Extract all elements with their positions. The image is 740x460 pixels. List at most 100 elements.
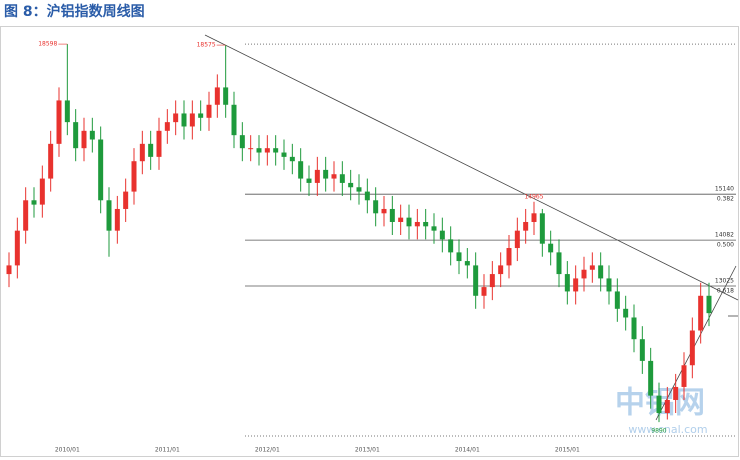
candle-body xyxy=(348,182,354,188)
candle-body xyxy=(514,230,520,249)
candle-body xyxy=(556,252,562,275)
candle-body xyxy=(139,143,145,162)
candle-body xyxy=(31,200,37,205)
candle-body xyxy=(448,239,454,253)
candle-body xyxy=(23,200,29,231)
candle-body xyxy=(423,221,429,227)
candle-body xyxy=(706,295,712,314)
candle-body xyxy=(48,143,54,179)
candle-body xyxy=(6,265,12,275)
candle-body xyxy=(323,169,329,179)
candle-body xyxy=(89,130,95,140)
candle-body xyxy=(181,113,187,127)
candle-body xyxy=(281,152,287,157)
low-label: 9890 xyxy=(651,428,666,435)
x-tick-label: 2010/01 xyxy=(55,447,80,454)
candle-body xyxy=(339,174,345,183)
candle-body xyxy=(406,217,412,227)
candle-body xyxy=(198,113,204,118)
x-tick-label: 2011/01 xyxy=(155,447,180,454)
candle-body xyxy=(689,330,695,366)
candle-body xyxy=(589,265,595,270)
candle-body xyxy=(389,208,395,222)
candle-body xyxy=(314,169,320,183)
x-tick-label: 2013/01 xyxy=(355,447,380,454)
candle-body xyxy=(189,113,195,127)
candle-body xyxy=(298,161,304,179)
candle-body xyxy=(331,174,337,179)
candle-body xyxy=(381,208,387,214)
candle-body xyxy=(273,148,279,153)
candle-body xyxy=(148,143,154,157)
level-ratio: 0.382 xyxy=(717,196,734,203)
level-value: 14082 xyxy=(715,232,734,239)
candle-body xyxy=(431,226,437,231)
candle-body xyxy=(598,265,604,279)
candle-body xyxy=(373,200,379,214)
candle-body xyxy=(489,274,495,288)
level-ratio: 0.618 xyxy=(717,288,734,295)
candle-body xyxy=(564,274,570,292)
trend-line xyxy=(204,34,739,301)
candle-body xyxy=(98,139,104,201)
candle-body xyxy=(231,104,237,136)
candle-body xyxy=(398,217,404,222)
candle-body xyxy=(548,243,554,253)
level-value: 15140 xyxy=(715,186,734,193)
candle-body xyxy=(223,87,229,105)
candle-body xyxy=(581,269,587,279)
chart-title: 图 8：沪铝指数周线图 xyxy=(4,3,145,20)
candle-body xyxy=(539,213,545,244)
candle-body xyxy=(131,161,137,192)
candle-body xyxy=(498,265,504,275)
candle-body xyxy=(364,191,370,201)
candle-body xyxy=(264,148,270,153)
x-tick-label: 2014/01 xyxy=(455,447,480,454)
candle-body xyxy=(506,248,512,266)
candle-body xyxy=(464,261,470,266)
candle-body xyxy=(631,317,637,340)
x-tick-label: 2012/01 xyxy=(255,447,280,454)
level-ratio: 0.500 xyxy=(717,242,734,249)
candle-body xyxy=(681,365,687,387)
candle-body xyxy=(214,87,220,105)
candle-body xyxy=(439,230,445,240)
peak-label: 18575 xyxy=(197,42,216,49)
candle-body xyxy=(523,221,529,231)
candle-body xyxy=(39,178,45,205)
candle-body xyxy=(698,295,704,331)
candle-body xyxy=(306,178,312,183)
candle-body xyxy=(173,113,179,123)
candle-body xyxy=(114,208,120,231)
candle-body xyxy=(573,278,579,292)
plot-frame xyxy=(0,26,739,457)
candle-body xyxy=(239,135,245,149)
candle-body xyxy=(614,291,620,309)
candle-body xyxy=(639,339,645,361)
candle-body xyxy=(656,395,662,413)
candle-body xyxy=(64,100,70,123)
trend-line xyxy=(655,265,737,421)
candle-body xyxy=(356,187,362,192)
candle-body xyxy=(73,122,79,149)
candle-body xyxy=(481,287,487,296)
candle-body xyxy=(623,308,629,318)
candle-body xyxy=(648,360,654,396)
candle-body xyxy=(81,130,87,149)
candle-body xyxy=(106,200,112,231)
level-value: 13025 xyxy=(715,278,734,285)
candle-body xyxy=(156,130,162,157)
candle-body xyxy=(606,278,612,292)
candle-body xyxy=(664,399,670,413)
candle-body xyxy=(289,156,295,162)
candle-body xyxy=(456,252,462,262)
candle-body xyxy=(164,122,170,131)
candle-body xyxy=(248,148,254,150)
candle-body xyxy=(56,100,62,144)
candle-body xyxy=(206,104,212,118)
peak-label: 14965 xyxy=(524,193,543,200)
peak-label: 18598 xyxy=(38,41,57,48)
x-tick-label: 2015/01 xyxy=(555,447,580,454)
